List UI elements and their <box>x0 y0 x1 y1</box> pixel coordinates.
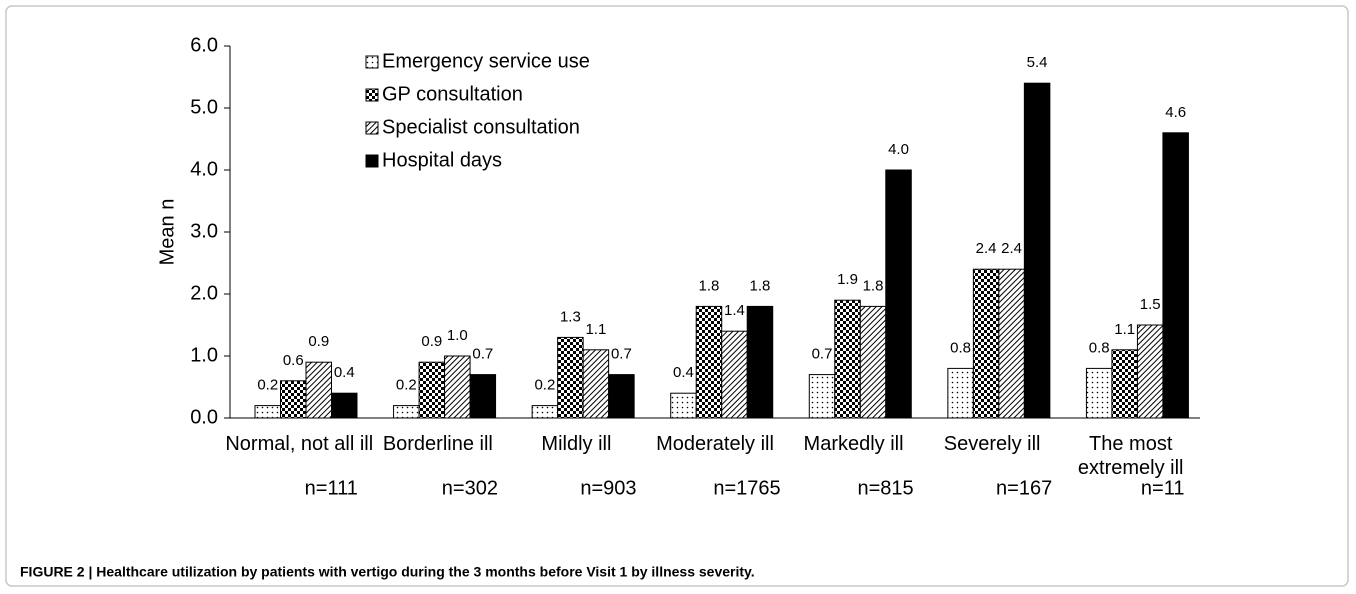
y-tick-label: 5.0 <box>190 96 218 118</box>
data-label: 0.2 <box>257 377 278 394</box>
data-label: 0.8 <box>1089 339 1110 356</box>
y-tick-label: 3.0 <box>190 220 218 242</box>
y-tick-label: 0.0 <box>190 406 218 428</box>
data-label: 0.4 <box>334 364 355 381</box>
x-tick-label: Normal, not all ill <box>225 433 374 455</box>
bar <box>254 405 281 419</box>
bar <box>1136 324 1164 419</box>
data-label: 5.4 <box>1027 54 1048 71</box>
y-tick-label: 4.0 <box>190 158 218 180</box>
data-label: 0.4 <box>673 364 694 381</box>
bar <box>608 374 635 419</box>
data-label: 4.0 <box>888 141 909 158</box>
x-tick-label: The most extremely ill <box>1077 433 1184 479</box>
bar <box>670 392 697 419</box>
bar <box>1162 132 1189 419</box>
bar <box>998 268 1025 419</box>
data-label: 4.6 <box>1165 104 1186 121</box>
bar <box>947 367 974 419</box>
sample-size: n=167 <box>996 477 1052 499</box>
sample-size: n=815 <box>857 477 913 499</box>
bar <box>859 305 887 419</box>
bar <box>721 330 748 419</box>
bar <box>972 268 1000 419</box>
data-label: 0.9 <box>308 333 329 350</box>
data-label: 1.5 <box>1140 296 1161 313</box>
data-label: 1.8 <box>699 277 720 294</box>
data-label: 1.8 <box>863 277 884 294</box>
frame <box>5 5 1349 587</box>
sample-size: n=903 <box>580 477 636 499</box>
bar <box>531 405 559 419</box>
legend-label: Emergency service use <box>382 50 590 72</box>
bar <box>885 169 912 419</box>
bar <box>834 299 861 419</box>
data-label: 0.7 <box>472 346 493 363</box>
bar <box>280 380 307 419</box>
y-tick-label: 6.0 <box>190 34 218 56</box>
legend-label: Hospital days <box>382 149 502 171</box>
y-axis-label: Mean n <box>156 199 178 266</box>
data-label: 1.1 <box>585 321 606 338</box>
data-label: 2.4 <box>976 240 997 257</box>
x-tick-label: Severely ill <box>943 433 1041 455</box>
data-label: 1.8 <box>750 277 771 294</box>
data-label: 0.7 <box>611 346 632 363</box>
bar <box>469 374 497 419</box>
bar <box>331 392 358 419</box>
bar <box>557 336 584 419</box>
legend-label: GP consultation <box>382 83 523 105</box>
bar <box>695 305 723 419</box>
data-label: 0.9 <box>421 333 442 350</box>
bar <box>808 374 836 419</box>
sample-size: n=11 <box>1141 477 1185 499</box>
legend-swatch <box>365 88 379 102</box>
data-label: 1.0 <box>447 327 468 344</box>
x-tick-label: Markedly ill <box>803 433 904 455</box>
bar <box>1023 82 1051 419</box>
y-tick-label: 2.0 <box>190 282 218 304</box>
data-label: 1.1 <box>1114 321 1135 338</box>
data-label: 0.7 <box>812 346 833 363</box>
sample-size: n=111 <box>305 477 358 499</box>
data-label: 2.4 <box>1001 240 1022 257</box>
sample-size: n=1765 <box>713 477 780 499</box>
legend-label: Specialist consultation <box>382 116 580 138</box>
data-label: 0.2 <box>534 377 555 394</box>
bar <box>746 305 774 419</box>
x-tick-label: Borderline ill <box>382 433 493 455</box>
bar <box>444 355 471 419</box>
caption: FIGURE 2 | Healthcare utilization by pat… <box>20 564 755 580</box>
bar <box>1111 349 1138 419</box>
sample-size: n=302 <box>442 477 498 499</box>
data-label: 0.8 <box>950 339 971 356</box>
legend-swatch <box>365 121 379 135</box>
data-label: 1.3 <box>560 308 581 325</box>
x-tick-label: Mildly ill <box>541 433 612 455</box>
bar <box>305 361 332 419</box>
legend-swatch <box>365 55 379 69</box>
bar <box>393 405 420 419</box>
data-label: 1.4 <box>724 302 745 319</box>
y-tick-label: 1.0 <box>190 344 218 366</box>
data-label: 1.9 <box>837 271 858 288</box>
legend-swatch <box>365 154 379 168</box>
x-tick-label: Moderately ill <box>656 433 774 455</box>
bar <box>582 349 610 419</box>
bar <box>1085 367 1113 419</box>
bar <box>418 361 446 419</box>
data-label: 0.2 <box>396 377 417 394</box>
data-label: 0.6 <box>283 352 304 369</box>
